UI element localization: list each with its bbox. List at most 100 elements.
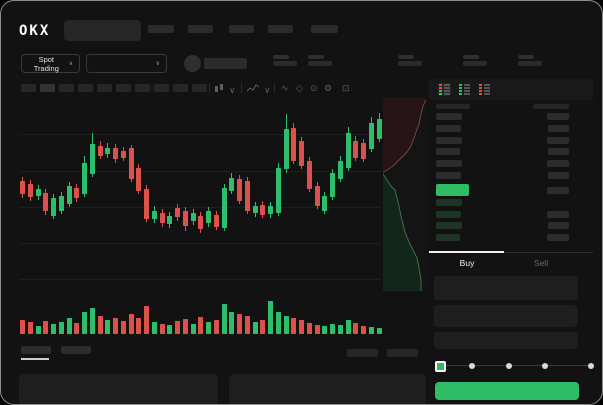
curve-tool-icon[interactable]: ∿ bbox=[281, 83, 289, 93]
candle bbox=[182, 211, 188, 226]
volume-bar bbox=[198, 317, 204, 334]
nav-item[interactable] bbox=[229, 25, 254, 33]
order-form-field[interactable] bbox=[434, 305, 578, 327]
candle bbox=[368, 123, 374, 149]
interval-button[interactable] bbox=[78, 84, 93, 92]
divider bbox=[274, 83, 275, 93]
slider-step-dot[interactable] bbox=[469, 363, 475, 369]
fullscreen-icon[interactable]: ⊡ bbox=[342, 83, 350, 93]
ask-row-price[interactable] bbox=[436, 125, 461, 132]
volume-bar bbox=[268, 301, 273, 334]
settings-icon[interactable]: ⚙ bbox=[324, 83, 333, 93]
chevron-down-icon[interactable]: ∨ bbox=[229, 85, 236, 95]
slider-step-dot[interactable] bbox=[588, 363, 594, 369]
volume-bar bbox=[244, 316, 250, 334]
candle bbox=[221, 188, 227, 228]
volume-bar bbox=[128, 314, 134, 334]
bid-row-price[interactable] bbox=[436, 222, 462, 229]
tab-sell[interactable]: Sell bbox=[533, 258, 549, 268]
nav-item[interactable] bbox=[148, 25, 174, 33]
gridline bbox=[19, 279, 381, 280]
pair-selector-dropdown[interactable]: ∨ bbox=[86, 54, 167, 73]
nav-item[interactable] bbox=[268, 25, 293, 33]
orderbook-layout-asks-icon[interactable] bbox=[478, 83, 491, 96]
order-form-field[interactable] bbox=[434, 276, 578, 300]
interval-button[interactable] bbox=[97, 84, 112, 92]
ask-row-price[interactable] bbox=[436, 148, 460, 155]
camera-icon[interactable]: ⊙ bbox=[310, 83, 318, 93]
interval-button[interactable] bbox=[192, 84, 207, 92]
indicator-icon[interactable] bbox=[246, 84, 260, 95]
ask-row-price[interactable] bbox=[436, 137, 462, 144]
chart-bottom-tab[interactable] bbox=[21, 346, 51, 354]
candle bbox=[229, 178, 235, 191]
ask-row-price[interactable] bbox=[436, 113, 462, 120]
last-price-amount bbox=[547, 187, 569, 194]
tab-buy[interactable]: Buy bbox=[459, 258, 475, 268]
interval-button[interactable] bbox=[59, 84, 74, 92]
volume-bar bbox=[353, 323, 359, 334]
volume-bar bbox=[376, 328, 382, 334]
chart-footer-item[interactable] bbox=[347, 349, 378, 357]
stat-value-placeholder bbox=[398, 61, 422, 66]
okx-logo[interactable]: OKX bbox=[19, 23, 51, 39]
bid-row-amount bbox=[547, 234, 569, 241]
slider-step-dot[interactable] bbox=[542, 363, 548, 369]
candle bbox=[74, 188, 80, 198]
nav-item[interactable] bbox=[188, 25, 213, 33]
volume-bar bbox=[35, 326, 41, 334]
interval-button[interactable] bbox=[135, 84, 150, 92]
search-input[interactable] bbox=[64, 20, 141, 41]
chart-bottom-tab[interactable] bbox=[61, 346, 91, 354]
interval-button[interactable] bbox=[40, 84, 55, 92]
candle bbox=[353, 141, 359, 158]
bid-row-price[interactable] bbox=[436, 234, 460, 241]
market-type-dropdown[interactable]: Spot Trading ∨ bbox=[21, 54, 80, 73]
last-price-badge[interactable] bbox=[436, 184, 469, 196]
volume-bar bbox=[66, 318, 72, 334]
candle-style-icon[interactable] bbox=[214, 84, 225, 95]
amount-column-header bbox=[533, 104, 569, 109]
orderbook-layout-both-icon[interactable] bbox=[438, 83, 451, 96]
volume-bar bbox=[322, 326, 328, 334]
order-form-field[interactable] bbox=[434, 332, 578, 349]
candle bbox=[291, 128, 297, 161]
volume-bar bbox=[252, 322, 258, 334]
ask-row-price[interactable] bbox=[436, 160, 462, 167]
chevron-down-icon: ∨ bbox=[155, 60, 160, 67]
ask-row-price[interactable] bbox=[436, 172, 461, 179]
candle bbox=[345, 133, 351, 168]
eraser-icon[interactable]: ◇ bbox=[296, 83, 303, 93]
nav-item[interactable] bbox=[311, 25, 338, 33]
chevron-down-icon[interactable]: ∨ bbox=[264, 85, 271, 95]
volume-bar bbox=[345, 320, 351, 334]
slider-step-dot[interactable] bbox=[506, 363, 512, 369]
candle bbox=[136, 168, 142, 191]
interval-button[interactable] bbox=[21, 84, 36, 92]
ask-row-amount bbox=[547, 160, 569, 167]
active-tab-indicator bbox=[429, 251, 504, 253]
candle bbox=[213, 215, 219, 227]
interval-button[interactable] bbox=[173, 84, 188, 92]
candle bbox=[97, 146, 103, 156]
candlestick-chart[interactable] bbox=[1, 99, 429, 341]
candle bbox=[330, 173, 335, 197]
candle bbox=[299, 141, 304, 166]
candle bbox=[113, 148, 118, 159]
buy-submit-button[interactable] bbox=[435, 382, 579, 400]
orderbook-layout-bids-icon[interactable] bbox=[458, 83, 471, 96]
stat-label-placeholder bbox=[273, 55, 289, 59]
amount-slider-track[interactable] bbox=[438, 365, 588, 366]
bid-row-price[interactable] bbox=[436, 199, 462, 206]
volume-bar bbox=[105, 320, 111, 334]
ask-row-amount bbox=[547, 113, 569, 120]
volume-bar bbox=[314, 325, 320, 334]
interval-button[interactable] bbox=[154, 84, 169, 92]
interval-button[interactable] bbox=[116, 84, 131, 92]
candle bbox=[322, 196, 328, 211]
volume-bar bbox=[306, 323, 312, 334]
chart-footer-item[interactable] bbox=[387, 349, 418, 357]
bid-row-price[interactable] bbox=[436, 211, 461, 218]
amount-slider-handle[interactable] bbox=[435, 361, 446, 372]
